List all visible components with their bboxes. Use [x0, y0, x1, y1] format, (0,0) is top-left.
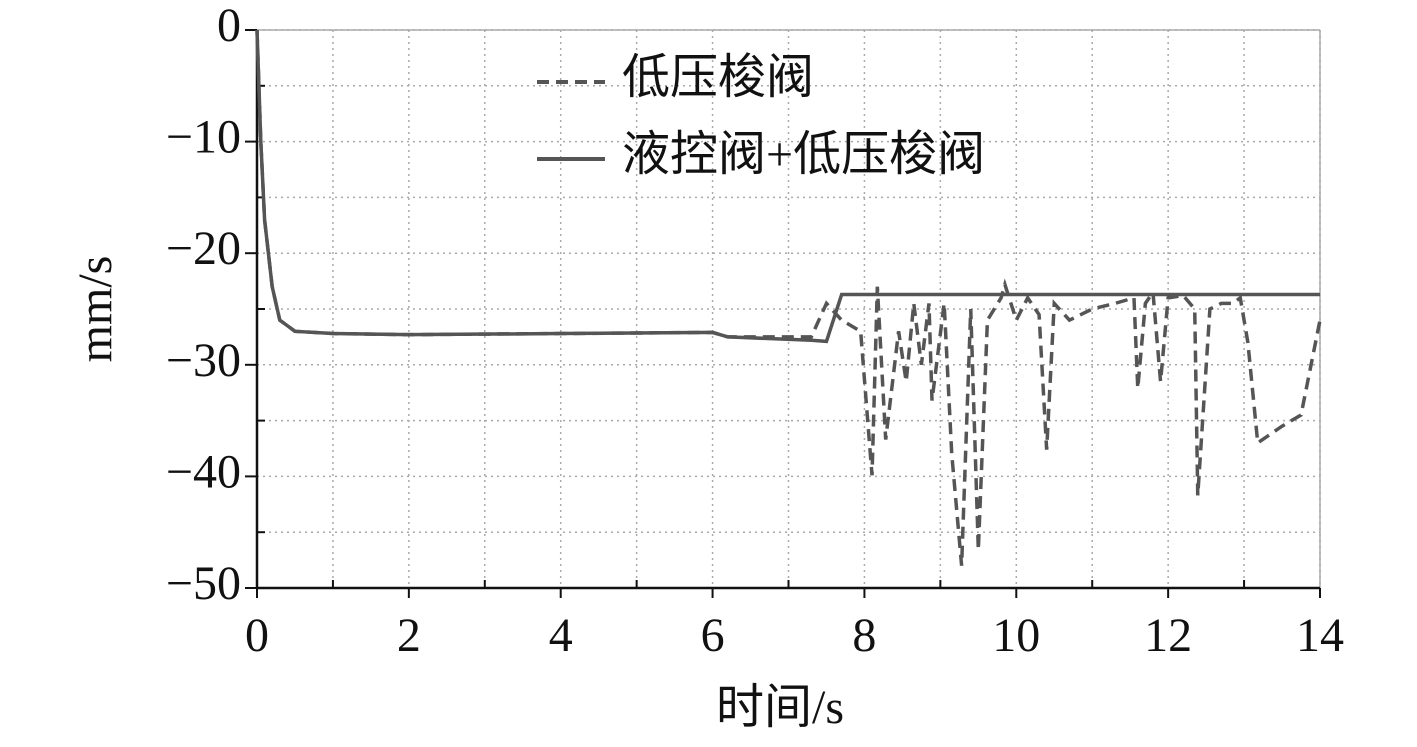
y-tick-label: −50	[166, 557, 241, 610]
series-line	[255, 29, 1322, 566]
y-axis-label: mm/s	[69, 256, 122, 363]
y-tick-label: −10	[166, 111, 241, 164]
legend-label: 低压梭阀	[622, 51, 814, 104]
x-tick-label: 10	[992, 609, 1040, 662]
y-tick-label: −40	[166, 445, 241, 498]
y-tick-label: 0	[217, 0, 241, 52]
legend-label: 液控阀+低压梭阀	[622, 128, 985, 181]
y-tick-label: −30	[166, 334, 241, 387]
x-axis-label: 时间/s	[716, 681, 844, 734]
y-tick-label: −20	[166, 222, 241, 275]
x-tick-label: 12	[1144, 609, 1192, 662]
x-tick-label: 14	[1296, 609, 1344, 662]
x-tick-label: 0	[245, 609, 269, 662]
x-tick-label: 4	[549, 609, 573, 662]
x-tick-label: 6	[701, 609, 725, 662]
series-line	[255, 29, 1320, 344]
x-tick-label: 8	[852, 609, 876, 662]
x-tick-label: 2	[397, 609, 421, 662]
